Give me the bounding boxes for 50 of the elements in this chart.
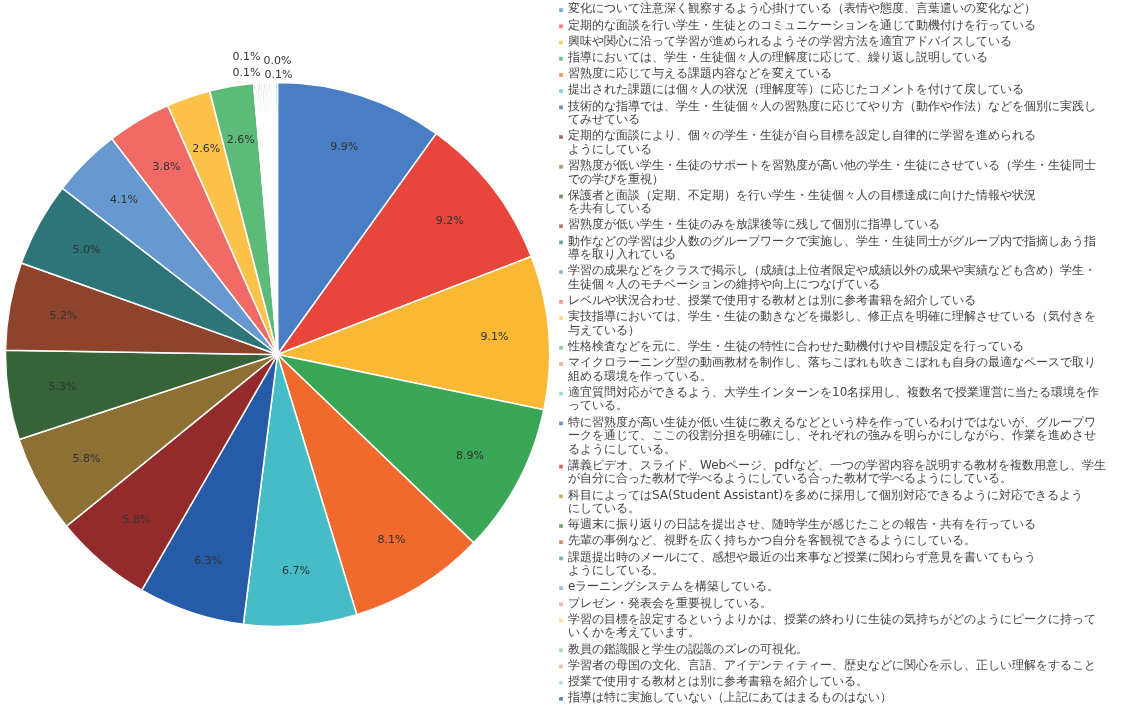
legend-label: 保護者と面談（定期、不定期）を行い学生・生徒個々人の目標達成に向けた情報や状況を共有している [568, 187, 1036, 216]
data-label: 2.6% [192, 141, 221, 155]
data-label: 5.2% [49, 308, 78, 322]
data-label: 3.8% [152, 160, 181, 174]
legend-label: 動作などの学習は少人数のグループワークで実施し、学生・生徒同士がグループ内で指摘しあう指導を取り入れている [568, 233, 1096, 262]
data-label: 6.7% [282, 564, 310, 578]
legend-label: 授業で使用する教材とは別に参考書籍を紹介している。 [568, 673, 868, 688]
legend-label: 課題提出時のメールにて、感想や最近の出来事など授業に関わらず意見を書いてもらうようにしている。 [568, 549, 1036, 578]
data-label: 5.8% [122, 513, 151, 527]
legend-label: 指導は特に実施していない（上記にあてはまるものはない） [567, 690, 892, 705]
legend-label: 教員の鑑識眼と学生の認識のズレの可視化。 [568, 641, 808, 656]
data-label: 5.0% [72, 243, 101, 257]
legend-label: プレゼン・発表会を重要視している。 [568, 595, 772, 610]
legend-label: 先輩の事例など、視野を広く持ちかつ自分を客観視できるようにしている。 [568, 533, 976, 548]
legend-label: 特に習熟度が高い生徒が低い生徒に教えるなどという枠を作っているわけではないが、グループワークを通じて、ここの役割分担を明確にし、それぞれの強みを明らかにしながら、作業を進めさせるようにしている。 [568, 414, 1096, 456]
data-label: 0.1% [232, 49, 261, 63]
legend-label: 毎週末に振り返りの日誌を提出させ、随時学生が感じたことの報告・共有を行っている [568, 517, 1036, 532]
legend-label: 学習者の母国の文化、言語、アイデンティティー、歴史などに関心を示し、正しい理解をすること [568, 657, 1096, 672]
legend-label: 提出された課題には個々人の状況（理解度等）に応じたコメントを付けて戻している [568, 82, 1024, 97]
data-label: 9.1% [480, 329, 509, 343]
legend-label: マイクロラーニング型の動画教材を制作し、落ちこぼれも吹きこぼれも自身の最適なペースで取り組める環境を作っている。 [567, 355, 1096, 383]
legend-label: 講義ビデオ、スライド、Webページ、pdfなど、一つの学習内容を説明する教材を複数用意し、学生が自分に合った教材で学べるようにしている合った教材で学べるようにしている。 [568, 457, 1106, 486]
legend-label: レベルや状況合わせ、授業で使用する教材とは別に参考書籍を紹介している [568, 293, 976, 308]
data-label: 8.1% [377, 532, 406, 546]
legend-label: 習熟度が低い学生・生徒のみを放課後等に残して個別に指導している [568, 217, 940, 232]
legend-label: 指導においては、学生・生徒個々人の理解度に応じて、繰り返し説明している [567, 49, 988, 64]
data-label: 6.3% [194, 553, 223, 567]
legend-label: 興味や関心に沿って学習が進められるようその学習方法を適宜アドバイスしている [568, 33, 1012, 48]
legend-label: 学習の目標を設定するというよりかは、授業の終わりに生徒の気持ちがどのようにピークに持っていくかを考えています。 [568, 611, 1096, 640]
data-label: 0.1% [264, 67, 293, 81]
legend-label: 変化について注意深く観察するよう心掛けている（表情や態度、言葉遣いの変化など） [568, 1, 1036, 16]
legend-label: 定期的な面談を行い学生・生徒とのコミュニケーションを通じて動機付けを行っている [568, 17, 1036, 32]
data-label: 5.8% [72, 451, 101, 465]
legend-label: 習熟度に応じて与える課題内容などを変えている [568, 66, 832, 81]
legend-label: 定期的な面談により、個々の学生・生徒が自ら目標を設定し自律的に学習を進められるようにしている [568, 128, 1036, 156]
legend-label: eラーニングシステムを構築している。 [568, 579, 780, 594]
data-label: 9.2% [435, 214, 464, 228]
data-label: 2.6% [226, 133, 255, 147]
legend-label: 技術的な指導では、学生・生徒個々人の習熟度に応じてやり方（動作や作法）などを個別に実践してみせている [567, 98, 1096, 127]
data-label: 9.9% [330, 140, 359, 154]
data-label: 8.9% [456, 448, 484, 462]
legend-label: 科目によってはSA(Student Assistant)を多めに採用して個別対応できるように対応できるようにしている。 [568, 487, 1084, 516]
legend-label: 習熟度が低い学生・生徒のサポートを習熟度が高い他の学生・生徒にさせている（学生・生徒同士での学びを重視） [568, 158, 1096, 186]
data-label: 4.1% [109, 193, 138, 207]
legend-label: 学習の成果などをクラスで掲示し（成績は上位者限定や成績以外の成果や実績なども含め）学生・生徒個々人のモチベーションの維持や向上につなげている [568, 263, 1096, 291]
legend-label: 実技指導においては、学生・生徒の動きなどを撮影し、修正点を明確に理解させている（気付きを与えている） [568, 309, 1096, 337]
legend-label: 性格検査などを元に、学生・生徒の特性に合わせた動機付けや目標設定を行っている [567, 339, 1024, 353]
legend-label: 適宜質問対応ができるよう、大学生インターンを10名採用し、複数名で授業運営に当たる環境を作っている。 [568, 384, 1100, 413]
text: 0.0% [263, 53, 292, 67]
data-label: 0.1% [232, 65, 261, 79]
